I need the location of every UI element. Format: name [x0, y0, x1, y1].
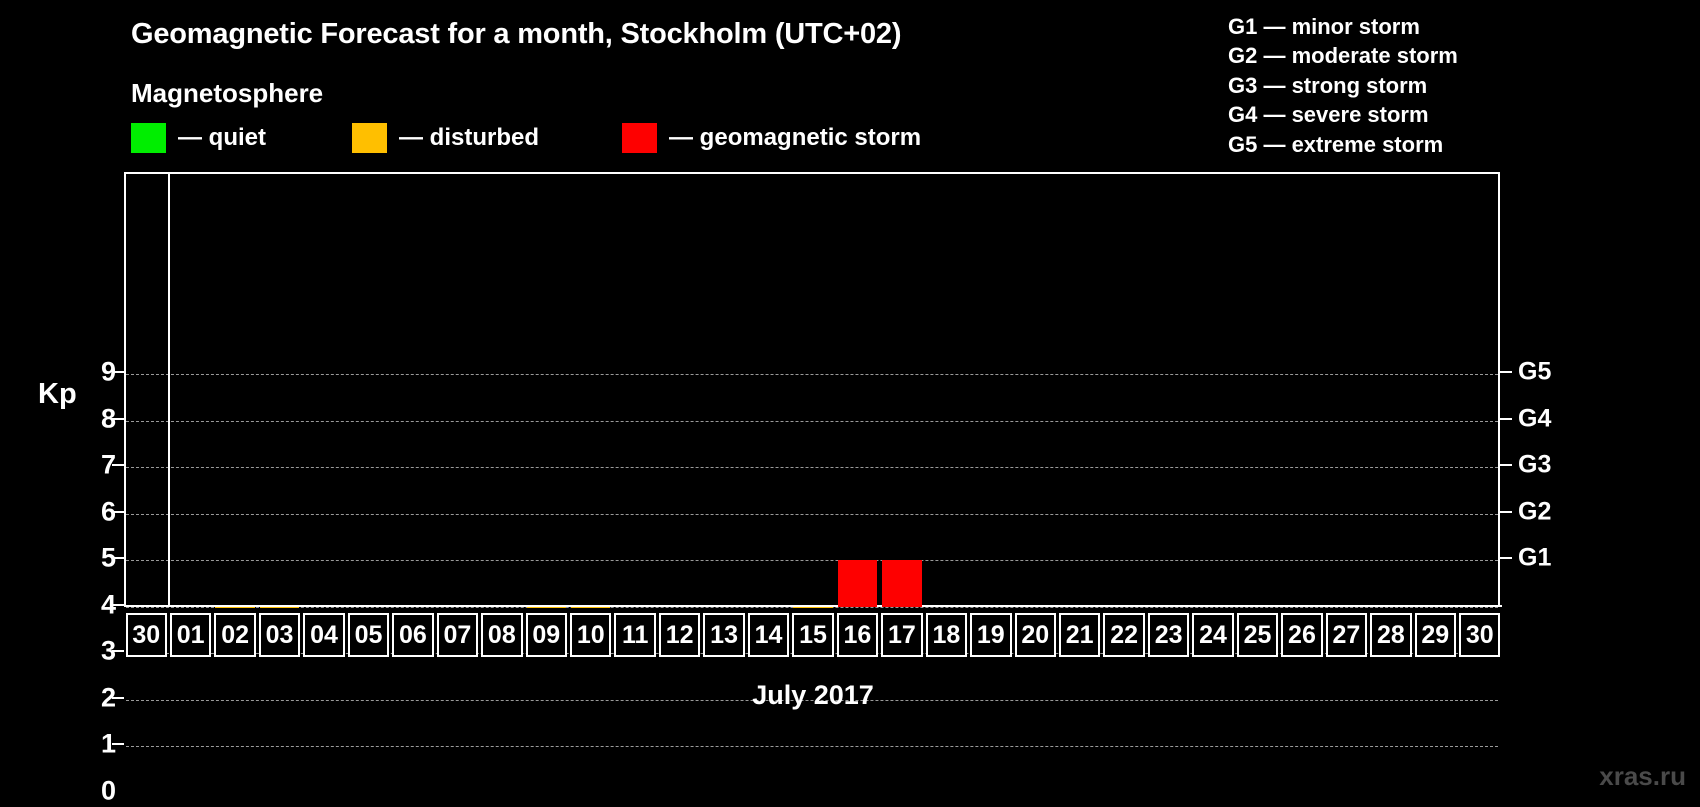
- legend-entry-quiet: — quiet: [131, 123, 266, 153]
- date-cell: 02: [214, 613, 255, 657]
- x-axis-title: July 2017: [124, 680, 1502, 711]
- date-cell: 29: [1415, 613, 1456, 657]
- date-cell: 27: [1326, 613, 1367, 657]
- date-cell: 25: [1237, 613, 1278, 657]
- date-cell: 19: [970, 613, 1011, 657]
- date-cell: 03: [259, 613, 300, 657]
- date-cell: 24: [1192, 613, 1233, 657]
- legend-swatch-disturbed-icon: [352, 123, 387, 153]
- g-tick-label-G2: G2: [1518, 497, 1551, 526]
- date-cell: 16: [837, 613, 878, 657]
- date-cell: 06: [392, 613, 433, 657]
- y-tick-mark-4: [112, 604, 124, 606]
- date-cell: 12: [659, 613, 700, 657]
- date-cell: 01: [170, 613, 211, 657]
- g-tick-label-G3: G3: [1518, 451, 1551, 480]
- bar: [838, 560, 877, 607]
- g-legend-row-4: G4 — severe storm: [1228, 100, 1458, 129]
- date-cell: 09: [526, 613, 567, 657]
- g-legend-row-1: G1 — minor storm: [1228, 12, 1458, 41]
- page-title: Geomagnetic Forecast for a month, Stockh…: [131, 18, 901, 51]
- date-cell: 18: [926, 613, 967, 657]
- date-cell: 30: [126, 613, 167, 657]
- date-cell: 30: [1459, 613, 1500, 657]
- date-cell: 20: [1015, 613, 1056, 657]
- date-cell: 05: [348, 613, 389, 657]
- legend-label-disturbed: — disturbed: [399, 124, 539, 152]
- date-cell: 04: [303, 613, 344, 657]
- g-legend-row-3: G3 — strong storm: [1228, 71, 1458, 100]
- color-legend: — quiet — disturbed — geomagnetic storm: [131, 123, 921, 153]
- date-cell: 26: [1281, 613, 1322, 657]
- date-cell: 13: [703, 613, 744, 657]
- legend-label-storm: — geomagnetic storm: [669, 124, 921, 152]
- date-cell: 08: [481, 613, 522, 657]
- y-tick-mark-2: [112, 697, 124, 699]
- date-cell: 17: [881, 613, 922, 657]
- date-cell: 15: [792, 613, 833, 657]
- y-tick-mark-7: [112, 464, 124, 466]
- date-cell: 21: [1059, 613, 1100, 657]
- g-tick-label-G4: G4: [1518, 404, 1551, 433]
- bar: [882, 560, 921, 607]
- legend-entry-disturbed: — disturbed: [352, 123, 539, 153]
- legend-entry-storm: — geomagnetic storm: [622, 123, 921, 153]
- y-tick-label-0: 0: [101, 776, 116, 807]
- g-tick-label-G1: G1: [1518, 544, 1551, 573]
- watermark: xras.ru: [1599, 761, 1686, 792]
- date-cell: 23: [1148, 613, 1189, 657]
- date-cell: 22: [1103, 613, 1144, 657]
- y-tick-mark-3: [112, 650, 124, 652]
- y-tick-mark-8: [112, 418, 124, 420]
- legend-swatch-storm-icon: [622, 123, 657, 153]
- date-cell: 10: [570, 613, 611, 657]
- y-axis-title: Kp: [38, 378, 77, 411]
- gridline-kp-1: [126, 746, 1498, 747]
- bars-layer: [124, 172, 1502, 607]
- date-cell: 28: [1370, 613, 1411, 657]
- date-cell: 11: [614, 613, 655, 657]
- g-tick-label-G5: G5: [1518, 358, 1551, 387]
- date-cell: 07: [437, 613, 478, 657]
- date-cell: 14: [748, 613, 789, 657]
- legend-label-quiet: — quiet: [178, 124, 266, 152]
- y-tick-mark-5: [112, 557, 124, 559]
- g-legend-row-5: G5 — extreme storm: [1228, 130, 1458, 159]
- legend-swatch-quiet-icon: [131, 123, 166, 153]
- y-tick-mark-6: [112, 511, 124, 513]
- magnetosphere-label: Magnetosphere: [131, 78, 323, 109]
- y-tick-mark-1: [112, 743, 124, 745]
- g-legend-row-2: G2 — moderate storm: [1228, 41, 1458, 70]
- y-tick-mark-9: [112, 371, 124, 373]
